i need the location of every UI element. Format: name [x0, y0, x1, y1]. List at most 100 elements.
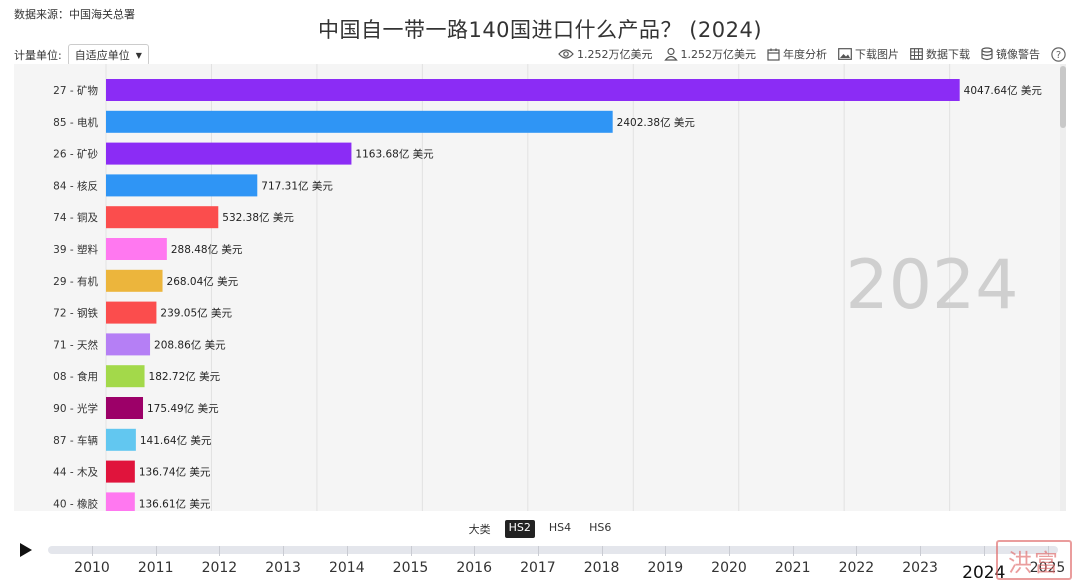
timeline-year[interactable]: 2020	[711, 560, 747, 576]
play-icon[interactable]	[20, 543, 32, 557]
category-label: 90 - 光学	[53, 402, 98, 415]
value-label: 175.49亿 美元	[147, 402, 219, 415]
bar[interactable]	[106, 206, 219, 229]
chart-scrollbar[interactable]	[1060, 64, 1066, 511]
timeline-tick	[920, 546, 922, 556]
timeline-tick	[410, 546, 412, 556]
timeline-year[interactable]: 2022	[838, 560, 875, 576]
category-label: 08 - 食用	[53, 370, 98, 383]
category-label: 26 - 矿砂	[53, 148, 98, 161]
value-label: 268.04亿 美元	[167, 275, 239, 288]
bar[interactable]	[106, 397, 144, 419]
views-stat[interactable]: 1.252万亿美元	[558, 46, 653, 62]
toolbar: 1.252万亿美元 1.252万亿美元 年度分析 下载图片 数据下载 镜像警告 …	[558, 46, 1066, 62]
timeline-year[interactable]: 2012	[201, 560, 238, 576]
download-image-button[interactable]: 下载图片	[838, 46, 899, 62]
timeline-year[interactable]: 2014	[328, 560, 365, 576]
timeline-year[interactable]: 2025	[1029, 560, 1066, 576]
annual-label: 年度分析	[783, 48, 827, 61]
timeline-year[interactable]: 2023	[902, 560, 938, 576]
timeline-year[interactable]: 2010	[74, 560, 110, 576]
timeline-years: 2010 2011 2012 2013 2014 2015 2016 2017 2018 2019…	[0, 546, 1080, 586]
help-icon: ?	[1051, 46, 1066, 62]
data-source: 数据来源：中国海关总署	[14, 8, 135, 21]
timeline-tick	[856, 546, 858, 556]
users-stat[interactable]: 1.252万亿美元	[663, 46, 757, 62]
category-label: 71 - 天然	[53, 338, 98, 351]
bar[interactable]	[106, 492, 135, 511]
hs-level-switch: 大类 HS2 HS4 HS6	[0, 520, 1080, 538]
download-data-button[interactable]: 数据下载	[910, 46, 970, 62]
timeline-year[interactable]: 2017	[520, 560, 556, 576]
hs-level-button[interactable]: 大类	[468, 523, 491, 536]
users-label: 1.252万亿美元	[680, 48, 757, 61]
timeline-year[interactable]: 2013	[265, 560, 301, 576]
value-label: 239.05亿 美元	[160, 307, 232, 320]
category-label: 72 - 钢铁	[53, 307, 98, 320]
value-label: 2402.38亿 美元	[617, 116, 696, 129]
bar[interactable]	[106, 142, 352, 165]
bar[interactable]	[106, 301, 157, 324]
value-label: 532.38亿 美元	[222, 211, 294, 224]
bar[interactable]	[106, 365, 145, 388]
timeline-tick	[1047, 546, 1049, 556]
value-label: 182.72亿 美元	[149, 370, 221, 383]
bar[interactable]	[106, 460, 135, 483]
help-button[interactable]: ?	[1051, 46, 1066, 62]
chevron-down-icon: ▼	[135, 50, 142, 60]
watermark-stamp: 洪富	[996, 540, 1072, 580]
timeline-tick	[283, 546, 285, 556]
timeline-tick	[346, 546, 348, 556]
timeline-year[interactable]: 2015	[392, 560, 429, 576]
bar[interactable]	[106, 333, 151, 356]
bar[interactable]	[106, 110, 613, 133]
timeline-year[interactable]: 2018	[583, 560, 620, 576]
value-label: 1163.68亿 美元	[355, 148, 434, 161]
timeline-tick	[92, 546, 93, 556]
category-label: 84 - 核反	[53, 179, 98, 192]
help-glyph: ?	[1056, 50, 1061, 61]
chart-area: 2024 27 - 矿物 4047.64亿 美元 85 - 电机 2402.38亿 美元…	[14, 64, 1066, 511]
timeline-year[interactable]: 2019	[647, 560, 684, 576]
image-icon	[838, 48, 852, 60]
annual-analysis-button[interactable]: 年度分析	[767, 46, 827, 62]
value-label: 288.48亿 美元	[171, 243, 243, 256]
hs-level-button[interactable]: HS2	[504, 520, 535, 538]
chart-title: 中国自一带一路140国进口什么产品？ (2024)	[317, 18, 763, 42]
bar[interactable]	[106, 174, 258, 197]
category-label: 44 - 木及	[53, 467, 98, 479]
value-label: 136.74亿 美元	[139, 466, 211, 479]
timeline-year[interactable]: 2024	[962, 563, 1006, 583]
hs-level-button[interactable]: HS4	[548, 521, 572, 534]
timeline-tick	[155, 546, 157, 556]
category-label: 39 - 塑料	[53, 243, 98, 256]
unit-value: 自适应单位	[74, 49, 130, 62]
timeline-tick	[729, 546, 730, 556]
category-label: 87 - 车辆	[53, 434, 98, 447]
timeline-tick	[665, 546, 667, 556]
user-icon	[663, 47, 678, 61]
bar-chart: 2024 27 - 矿物 4047.64亿 美元 85 - 电机 2402.38亿 美元…	[53, 64, 1042, 511]
unit-label: 计量单位:	[14, 49, 62, 62]
bar[interactable]	[106, 238, 167, 260]
timeline-tick	[792, 546, 794, 556]
mirror-warning-button[interactable]: 镜像警告	[981, 46, 1040, 62]
category-label: 29 - 有机	[53, 275, 98, 288]
database-icon	[981, 47, 993, 61]
category-label: 40 - 橡胶	[53, 497, 98, 510]
timeline-year[interactable]: 2011	[137, 560, 174, 576]
bar[interactable]	[106, 428, 136, 451]
bar[interactable]	[106, 269, 163, 292]
scrollbar-thumb[interactable]	[1060, 66, 1066, 128]
hs-level-button[interactable]: HS6	[589, 521, 612, 534]
category-label: 85 - 电机	[53, 116, 98, 129]
bar[interactable]	[106, 79, 960, 101]
mirror-label: 镜像警告	[996, 48, 1040, 61]
download-data-label: 数据下载	[926, 48, 970, 61]
value-label: 208.86亿 美元	[154, 338, 226, 351]
timeline-year[interactable]: 2016	[456, 560, 493, 576]
unit-dropdown[interactable]: 自适应单位 ▼	[67, 44, 149, 66]
unit-selector-row: 计量单位: 自适应单位 ▼	[14, 44, 149, 66]
timeline-slider[interactable]	[48, 546, 1058, 554]
timeline-year[interactable]: 2021	[774, 560, 811, 576]
